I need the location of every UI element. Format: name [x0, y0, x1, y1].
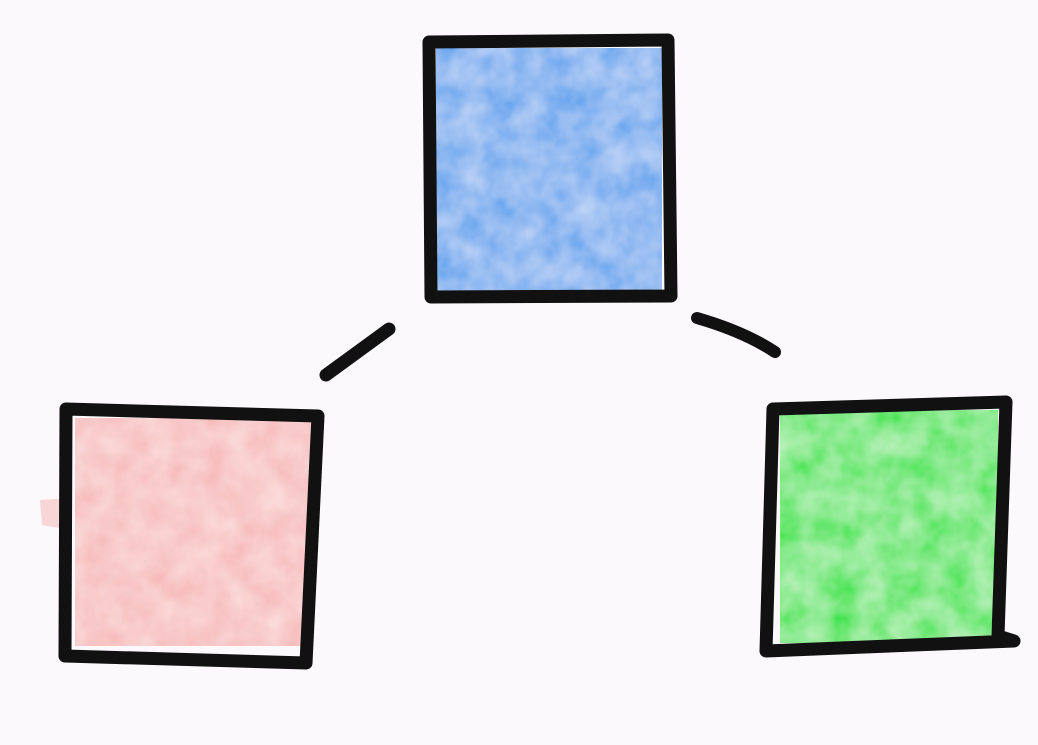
node-top-fill — [436, 48, 662, 292]
node-left-border — [58, 402, 325, 670]
node-right-border — [759, 395, 1021, 658]
connector-top-left — [319, 322, 396, 382]
node-right — [759, 395, 1021, 658]
node-left — [40, 402, 325, 670]
node-top-border — [422, 33, 678, 304]
node-left-fill — [75, 418, 312, 646]
node-right-fill — [780, 410, 998, 643]
node-top — [422, 33, 678, 304]
connector-top-right — [691, 312, 781, 358]
